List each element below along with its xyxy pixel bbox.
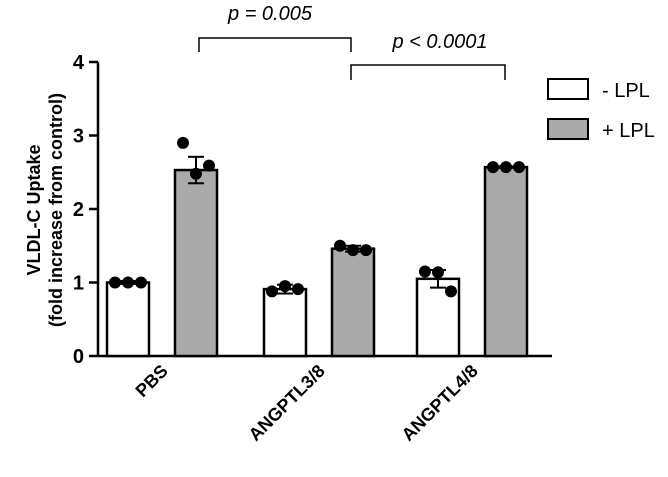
legend-swatch-plus-lpl [547,118,589,140]
y-axis-label-line1: VLDL-C Uptake [24,144,44,275]
data-point [190,167,202,180]
x-category-label: ANGPTL4/8 [398,361,482,445]
data-point [432,266,444,279]
legend-label-plus-lpl: + LPL [602,120,655,142]
y-ticks: 0 1 2 3 4 [73,52,98,368]
bar-minus-lpl-0 [105,281,151,358]
bar-minus-lpl-1 [262,287,308,358]
bars [105,136,529,358]
data-point [360,244,372,257]
x-category-labels: PBS ANGPTL3/8 ANGPTL4/8 [132,361,482,445]
data-point [347,244,359,257]
legend-label-minus-lpl: - LPL [602,80,650,102]
p-value-label-1: p = 0.005 [227,3,313,25]
significance-bracket-2 [350,64,506,80]
data-point [279,280,291,293]
data-point [292,283,304,296]
y-axis-label: VLDL-C Uptake (fold increase from contro… [24,93,66,327]
bar-plus-lpl-0 [173,168,219,358]
y-tick-label: 1 [73,273,84,295]
significance-bracket-1 [198,37,352,52]
y-tick-label: 4 [73,52,85,74]
data-point [445,285,457,298]
bar-plus-lpl-1 [330,247,376,358]
legend-swatch-minus-lpl [547,78,589,100]
bar-plus-lpl-2 [483,165,529,358]
x-category-label: PBS [132,361,172,401]
data-point [419,265,431,278]
y-axis-label-line2: (fold increase from control) [46,93,66,327]
data-point [266,285,278,298]
data-point [513,161,525,174]
y-tick-label: 0 [73,346,84,368]
data-point [500,161,512,174]
y-tick-label: 3 [73,126,84,148]
data-point [334,239,346,252]
data-point [122,276,134,289]
p-value-label-2: p < 0.0001 [391,31,487,53]
y-tick-label: 2 [73,199,84,221]
significance-brackets: p = 0.005 p < 0.0001 [198,3,506,80]
data-point [203,159,215,172]
legend: - LPL + LPL [547,78,655,142]
data-point [109,276,121,289]
x-category-label: ANGPTL3/8 [245,361,329,445]
data-point [487,161,499,174]
data-point [177,136,189,149]
data-point [135,276,147,289]
